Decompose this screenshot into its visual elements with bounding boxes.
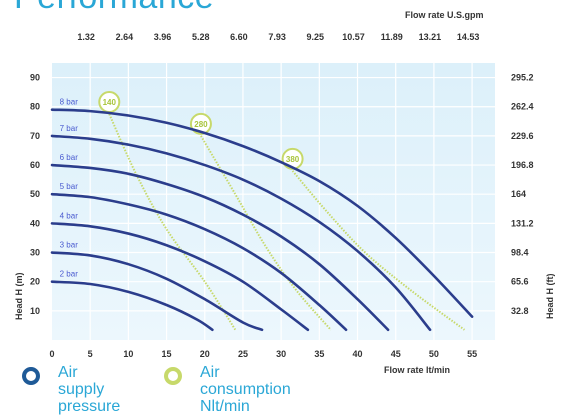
pressure-curve	[50, 163, 390, 332]
y-tick-label: 30	[30, 248, 40, 258]
y-right-tick-label: 32.8	[511, 306, 529, 316]
y-right-tick-label: 164	[511, 189, 526, 199]
legend-air-consumption-label: Air consumption Nlt/min	[200, 364, 291, 415]
series-label: 6 bar	[60, 153, 79, 162]
consumption-label: 280	[194, 120, 208, 129]
series-label: 8 bar	[60, 98, 79, 107]
grid-lines	[52, 63, 495, 340]
top-axis-label: Flow rate U.S.gpm	[405, 10, 484, 20]
y-right-tick-label: 131.2	[511, 218, 534, 228]
page-title: Performance	[14, 0, 214, 17]
x-top-tick-label: 3.96	[154, 32, 172, 42]
legend-air-supply-label: Air supply pressure	[58, 364, 121, 415]
x-tick-label: 10	[123, 349, 133, 359]
consumption-label: 380	[286, 155, 300, 164]
pressure-curve	[50, 108, 474, 318]
consumption-bubble	[189, 112, 212, 135]
x-tick-label: 20	[200, 349, 210, 359]
series-label: 2 bar	[60, 270, 79, 279]
x-top-tick-label: 13.21	[419, 32, 442, 42]
y-axis-label: Head H (m)	[14, 273, 24, 321]
x-tick-label: 0	[49, 349, 54, 359]
x-tick-label: 40	[353, 349, 363, 359]
series-label: 5 bar	[60, 182, 79, 191]
consumption-curve	[291, 170, 466, 331]
y-right-tick-label: 229.6	[511, 131, 534, 141]
y-tick-label: 50	[30, 189, 40, 199]
y-right-tick-label: 98.4	[511, 248, 529, 258]
pressure-curve	[50, 280, 214, 332]
navy-ring-icon	[22, 367, 40, 385]
x-top-tick-label: 9.25	[307, 32, 325, 42]
x-top-tick-label: 5.28	[192, 32, 210, 42]
performance-chart: 140 280 380 2 bar 3 bar 4 bar 5 bar 6 bar 7 bar…	[14, 10, 555, 375]
series-label: 3 bar	[60, 241, 79, 250]
x-top-tick-label: 2.64	[116, 32, 134, 42]
x-tick-label: 15	[162, 349, 172, 359]
x-tick-label: 35	[314, 349, 324, 359]
y-tick-label: 60	[30, 160, 40, 170]
plot-background	[52, 63, 495, 340]
pressure-curve	[50, 192, 348, 332]
x-top-tick-label: 7.93	[268, 32, 286, 42]
y-tick-label: 20	[30, 277, 40, 287]
y-tick-label: 40	[30, 218, 40, 228]
series-label: 7 bar	[60, 124, 79, 133]
pressure-curve	[50, 222, 310, 332]
x-top-tick-label: 14.53	[457, 32, 480, 42]
x-top-tick-label: 6.60	[230, 32, 248, 42]
y-tick-label: 10	[30, 306, 40, 316]
y-tick-label: 90	[30, 73, 40, 83]
x-tick-label: 5	[88, 349, 93, 359]
x-top-tick-label: 1.32	[77, 32, 95, 42]
x-tick-label: 25	[238, 349, 248, 359]
consumption-label: 140	[103, 98, 117, 107]
y-right-axis-label: Head H (ft)	[545, 274, 555, 320]
y-right-tick-label: 262.4	[511, 102, 534, 112]
x-tick-label: 55	[467, 349, 477, 359]
pressure-curve	[50, 251, 264, 332]
green-ring-icon	[164, 367, 182, 385]
x-tick-label: 45	[391, 349, 401, 359]
y-right-tick-label: 196.8	[511, 160, 534, 170]
pressure-curves: 2 bar 3 bar 4 bar 5 bar 6 bar 7 bar 8 bar	[50, 98, 474, 332]
y-right-tick-label: 295.2	[511, 73, 534, 83]
x-axis-label: Flow rate lt/min	[384, 365, 450, 375]
y-tick-label: 80	[30, 102, 40, 112]
y-right-tick-label: 65.6	[511, 277, 529, 287]
x-top-tick-label: 10.57	[342, 32, 365, 42]
series-label: 4 bar	[60, 211, 79, 220]
consumption-curves: 140 280 380	[98, 91, 466, 331]
y-tick-label: 70	[30, 131, 40, 141]
pressure-curve	[50, 134, 432, 332]
x-tick-label: 30	[276, 349, 286, 359]
x-tick-label: 50	[429, 349, 439, 359]
x-top-tick-label: 11.89	[381, 32, 403, 42]
